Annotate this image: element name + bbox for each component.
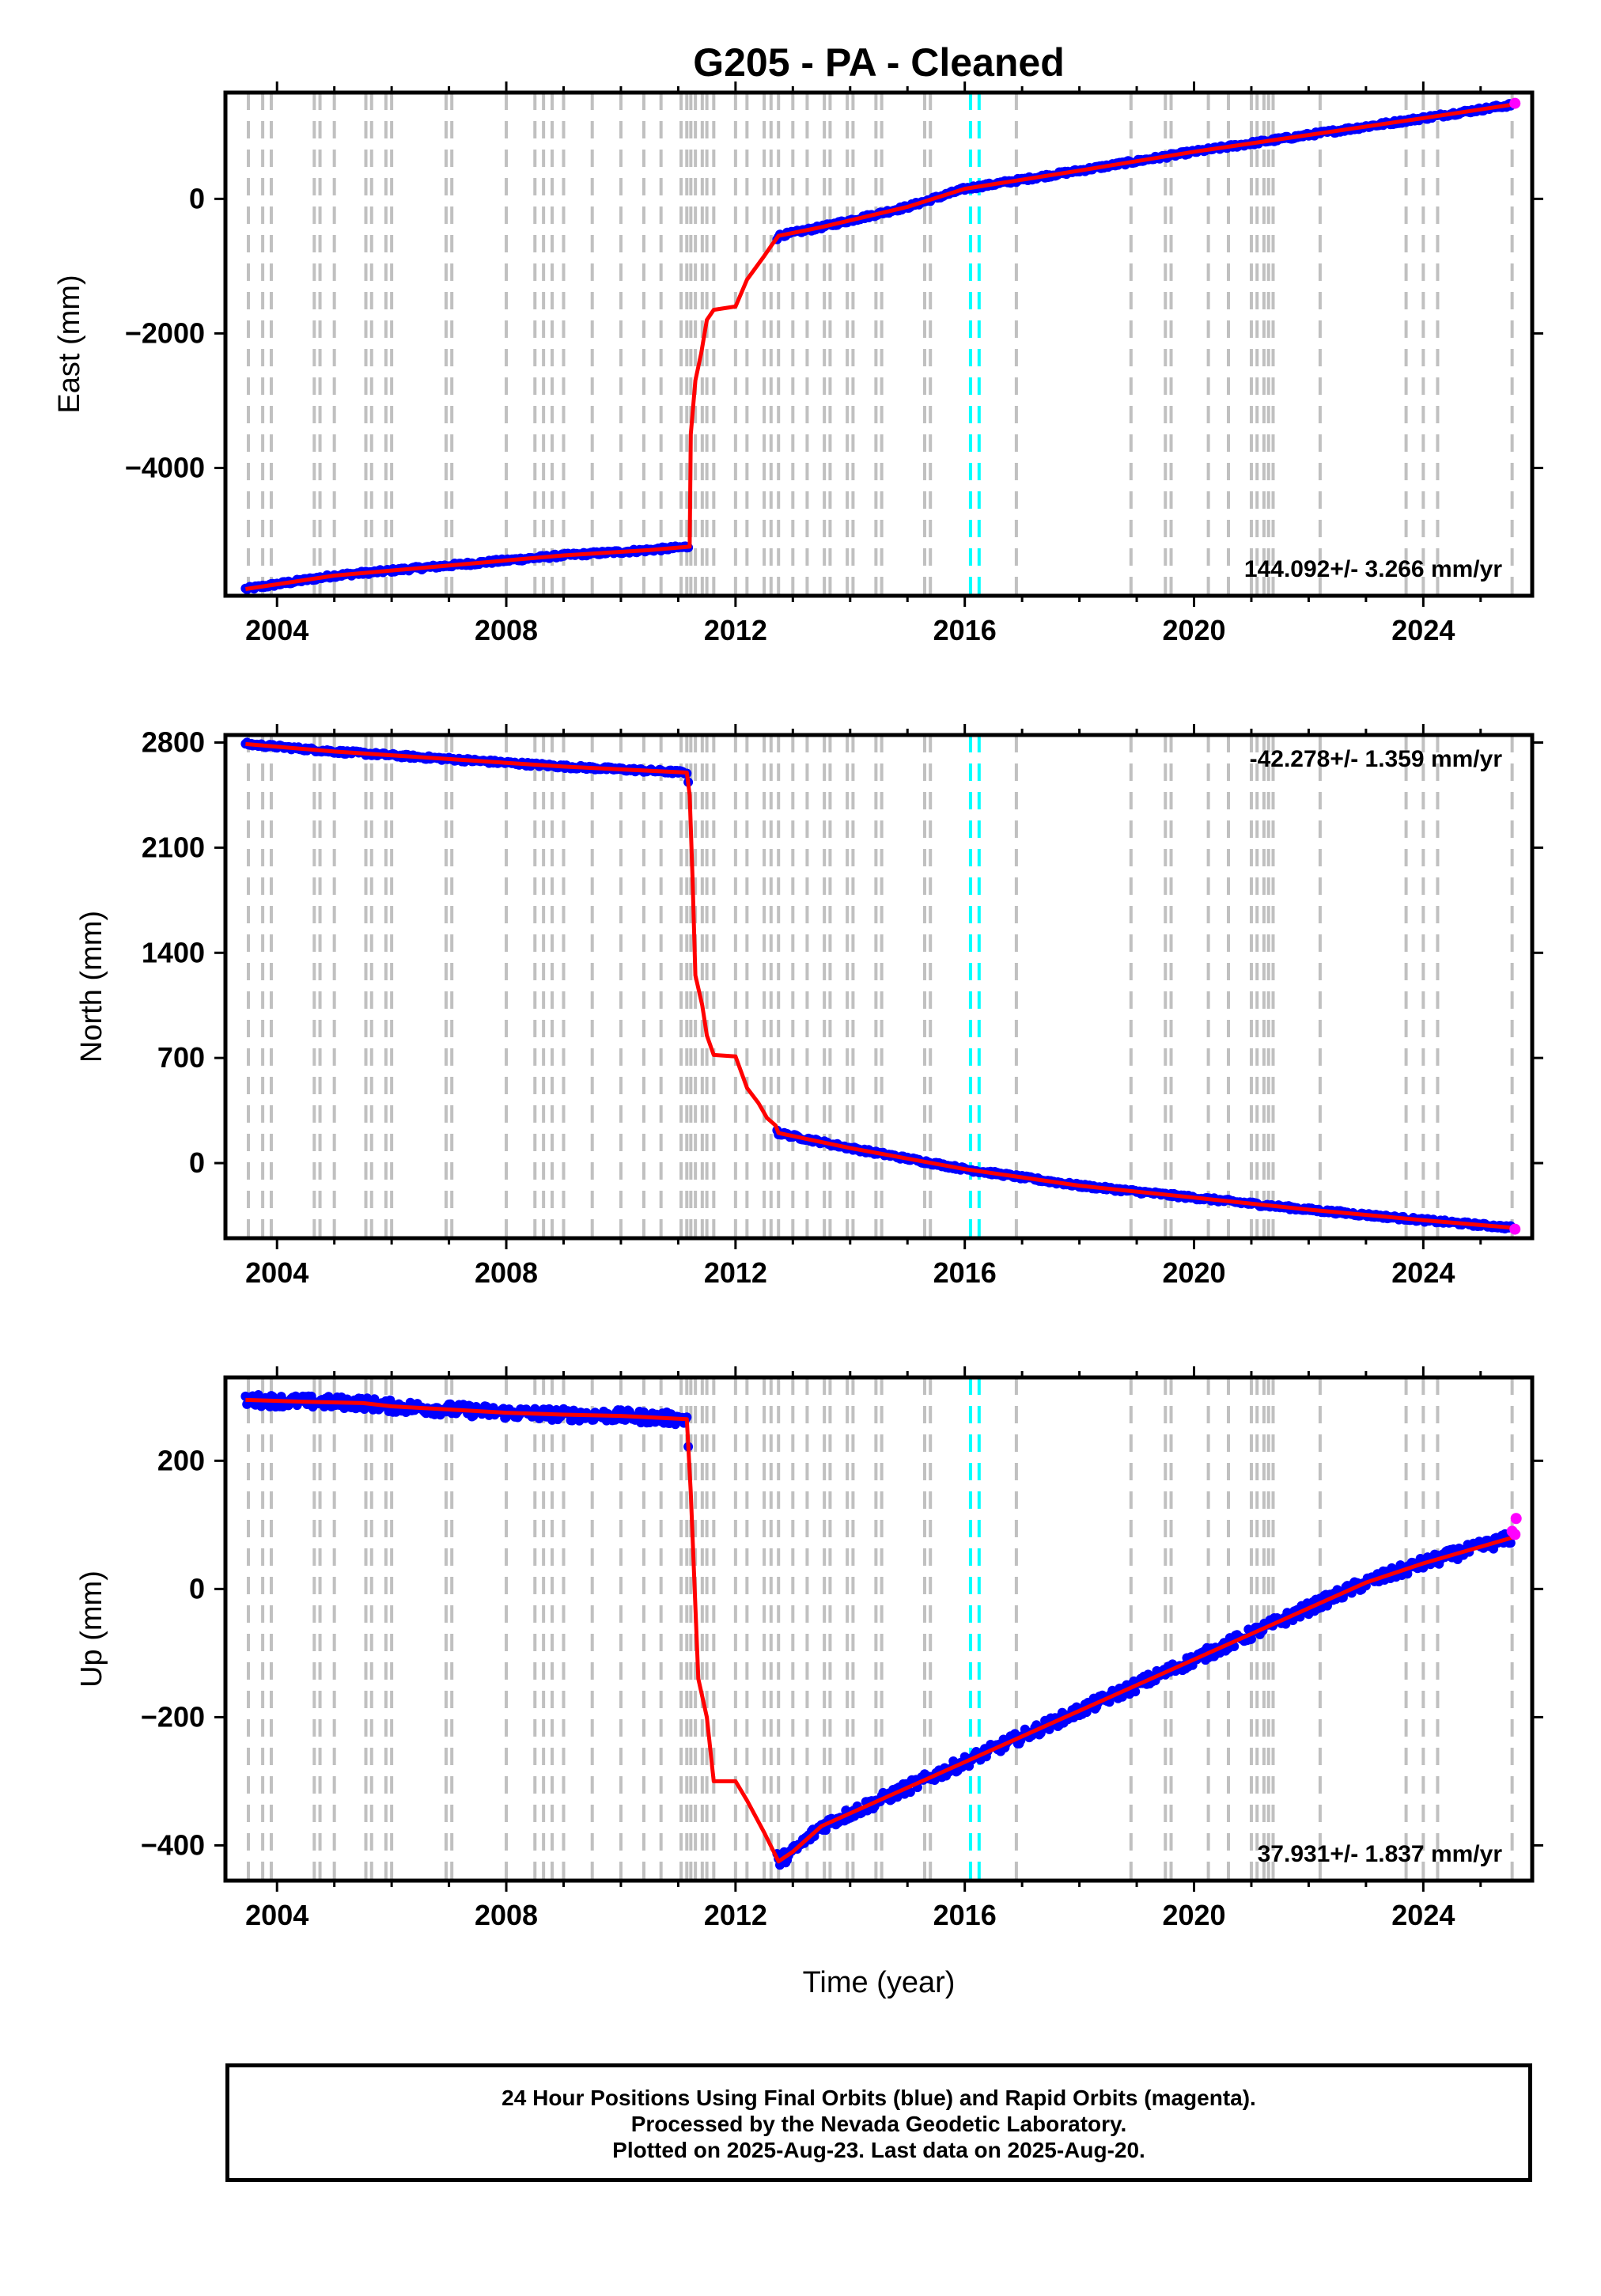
x-tick-label: 2004 [245, 1256, 308, 1289]
y-tick-label: 0 [189, 182, 205, 214]
rapid-orbits-series [1509, 1223, 1521, 1235]
rapid-orbits-series [1509, 97, 1521, 109]
final-orbits-series [240, 99, 1516, 595]
x-tick-label: 2016 [933, 614, 997, 646]
x-tick-label: 2004 [245, 614, 308, 646]
rapid-data-point [1510, 1513, 1522, 1525]
x-axis-up: 2004 2008 2012 2016 2020 2024 [245, 1366, 1482, 1931]
x-tick-label: 2016 [933, 1899, 997, 1931]
x-tick-label: 2020 [1162, 614, 1225, 646]
x-tick-label: 2024 [1391, 1899, 1455, 1931]
final-orbits-series [240, 737, 1516, 1233]
y-tick-label: −200 [141, 1700, 205, 1733]
panel-up: 2004 2008 2012 2016 2020 2024 −400 −200 0 200 Up (… [75, 1366, 1543, 1931]
x-tick-label: 2024 [1391, 1256, 1455, 1289]
y-axis-label-up: Up (mm) [75, 1570, 108, 1688]
final-orbits-series [240, 1390, 1516, 1870]
footer-line-2: Processed by the Nevada Geodetic Laborat… [630, 2112, 1127, 2136]
x-tick-label: 2008 [475, 614, 538, 646]
panel-north: 2004 2008 2012 2016 2020 2024 0 700 1400 2100 2800… [75, 724, 1543, 1289]
plot-area-east [240, 93, 1521, 596]
x-axis-label: Time (year) [803, 1966, 956, 1999]
rate-label-east: 144.092+/- 3.266 mm/yr [1244, 556, 1502, 582]
model-line [245, 1397, 1513, 1864]
rapid-data-point [1509, 97, 1521, 109]
rate-label-up: 37.931+/- 1.837 mm/yr [1258, 1841, 1503, 1867]
x-tick-label: 2004 [245, 1899, 308, 1931]
panels: 2004 2008 2012 2016 2020 2024−4000−20000East … [53, 81, 1543, 1931]
footer-line-1: 24 Hour Positions Using Final Orbits (bl… [501, 2086, 1256, 2110]
footer-box: 24 Hour Positions Using Final Orbits (bl… [225, 2063, 1532, 2182]
plot-frame-up [223, 1375, 1535, 1883]
rapid-orbits-series [1506, 1513, 1522, 1540]
model-line [245, 741, 1512, 1230]
rapid-data-point [1509, 1529, 1521, 1540]
data-point [905, 1787, 915, 1798]
plot-area-north [240, 735, 1521, 1238]
y-tick-label: 0 [189, 1572, 205, 1605]
plot-frame-north [223, 733, 1535, 1241]
data-point [1130, 1687, 1141, 1697]
y-tick-label: −4000 [125, 451, 205, 483]
x-tick-label: 2012 [704, 1899, 767, 1931]
plot-title: G205 - PA - Cleaned [693, 40, 1065, 85]
y-tick-label: 200 [157, 1444, 205, 1476]
rate-label-north: -42.278+/- 1.359 mm/yr [1250, 746, 1503, 772]
panel-east: 2004 2008 2012 2016 2020 2024 −4000 −2000 0 East … [53, 81, 1543, 646]
x-tick-label: 2008 [475, 1899, 538, 1931]
footer-line-3: Plotted on 2025-Aug-23. Last data on 202… [612, 2138, 1145, 2162]
y-axis-label-east: East (mm) [53, 275, 86, 413]
y-tick-label: 2800 [142, 726, 205, 758]
model-line [245, 102, 1512, 591]
y-tick-label: −400 [141, 1828, 205, 1861]
y-tick-label: 1400 [142, 936, 205, 968]
x-tick-label: 2012 [704, 1256, 767, 1289]
x-tick-label: 2024 [1391, 614, 1455, 646]
x-tick-label: 2016 [933, 1256, 997, 1289]
x-axis-north: 2004 2008 2012 2016 2020 2024 [245, 724, 1482, 1289]
plot-area-up [240, 1377, 1522, 1881]
y-axis-up: −400 −200 0 200 [141, 1444, 1543, 1861]
y-tick-label: 0 [189, 1146, 205, 1179]
y-tick-label: −2000 [125, 316, 205, 349]
y-tick-label: 700 [157, 1041, 205, 1074]
rapid-data-point [1509, 1223, 1521, 1235]
y-axis-label-north: North (mm) [75, 911, 108, 1063]
x-tick-label: 2008 [475, 1256, 538, 1289]
y-axis-east: −4000 −2000 0 [125, 182, 1543, 483]
x-tick-label: 2012 [704, 614, 767, 646]
plot-frame-east [223, 90, 1535, 598]
y-tick-label: 2100 [142, 831, 205, 863]
x-tick-label: 2020 [1162, 1899, 1225, 1931]
x-axis-east: 2004 2008 2012 2016 2020 2024 [245, 81, 1482, 646]
y-axis-north: 0 700 1400 2100 2800 [142, 726, 1543, 1179]
x-tick-label: 2020 [1162, 1256, 1225, 1289]
